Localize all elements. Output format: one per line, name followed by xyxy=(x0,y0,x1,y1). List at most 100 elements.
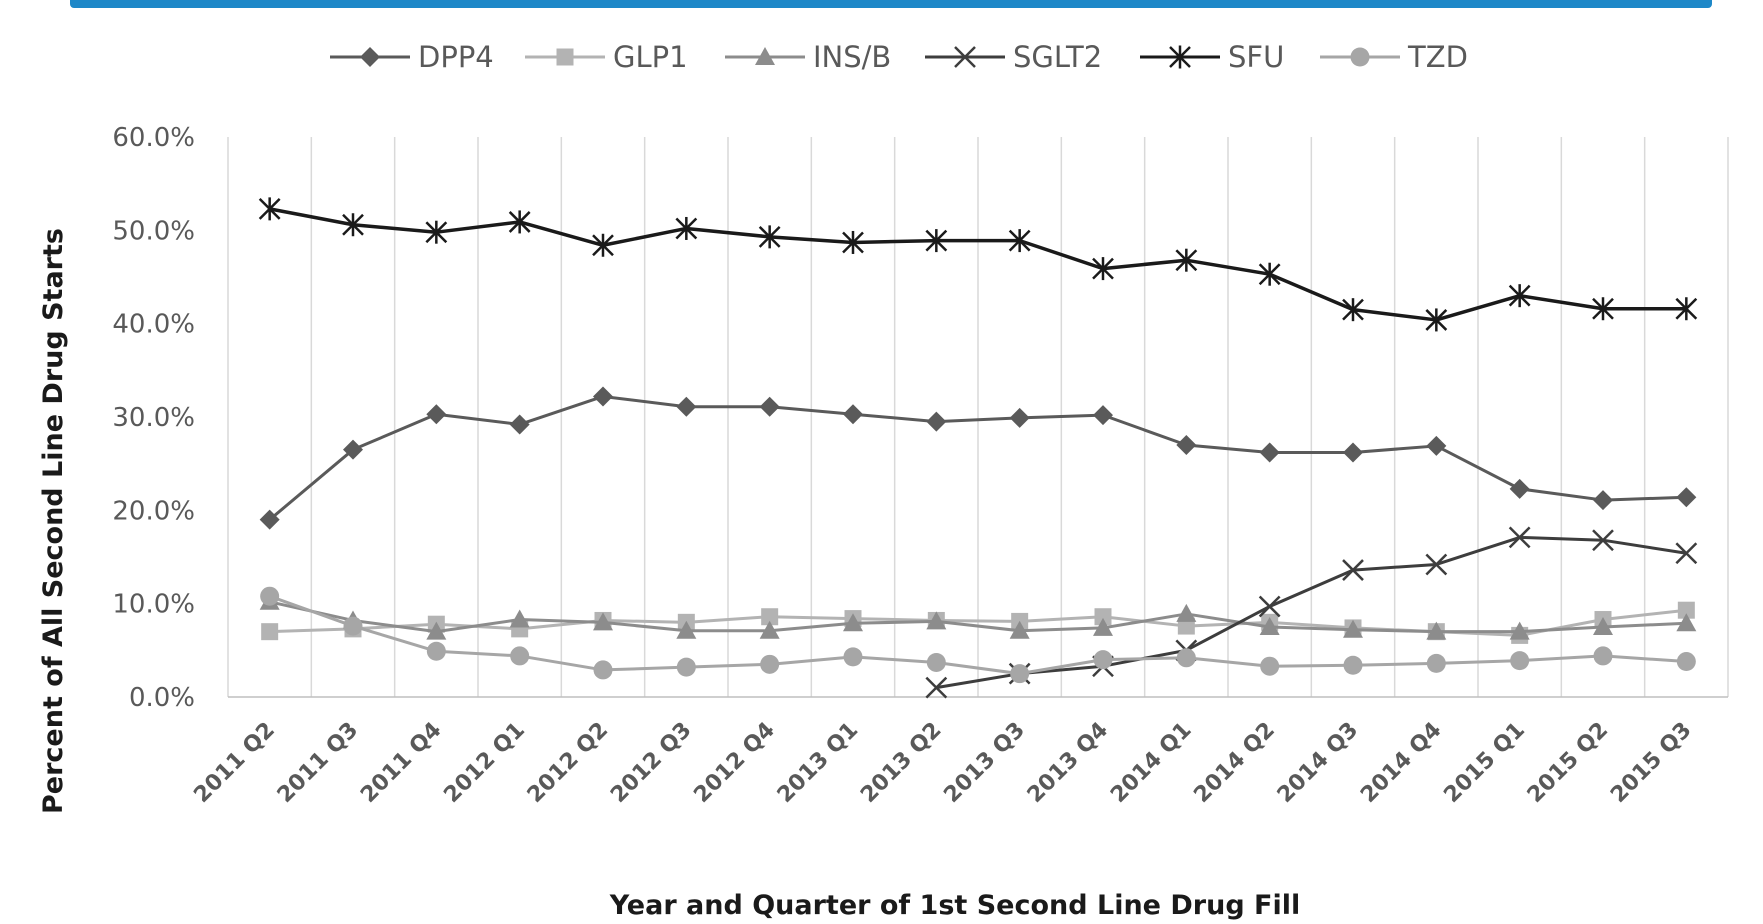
data-point xyxy=(426,621,447,640)
legend-marker xyxy=(954,46,976,68)
data-point xyxy=(1176,435,1197,455)
data-point xyxy=(593,386,613,407)
data-point xyxy=(926,411,947,432)
data-point xyxy=(1343,442,1363,463)
data-point xyxy=(1093,405,1113,426)
y-tick-label: 20.0% xyxy=(112,496,195,526)
data-point xyxy=(1675,297,1698,321)
data-point xyxy=(676,396,697,417)
data-point xyxy=(843,613,863,632)
data-point xyxy=(1509,478,1530,499)
top-accent-bar xyxy=(70,0,1712,8)
legend-label: SGLT2 xyxy=(1013,40,1102,74)
series-line xyxy=(936,535,1687,690)
x-tick-label: 2015 Q3 xyxy=(1606,718,1696,808)
x-tick-label: 2013 Q4 xyxy=(1023,718,1113,808)
data-point xyxy=(843,647,863,667)
data-point xyxy=(509,414,530,435)
data-point xyxy=(1342,559,1364,581)
data-point xyxy=(760,654,780,674)
legend-marker xyxy=(1169,45,1191,69)
data-point xyxy=(761,608,779,626)
data-point xyxy=(759,396,780,417)
y-tick-label: 50.0% xyxy=(112,216,195,246)
legend-item: TZD xyxy=(1320,40,1468,74)
data-point xyxy=(1258,262,1281,286)
x-axis-title: Year and Quarter of 1st Second Line Drug… xyxy=(609,890,1301,921)
data-point xyxy=(1176,603,1197,622)
x-tick-label: 2011 Q2 xyxy=(189,718,279,808)
data-point xyxy=(1259,442,1280,463)
data-point xyxy=(1342,298,1364,322)
legend-marker xyxy=(360,47,380,67)
x-tick-label: 2013 Q3 xyxy=(939,718,1029,808)
data-point xyxy=(1676,487,1697,508)
data-point xyxy=(260,586,280,606)
y-tick-label: 40.0% xyxy=(112,310,195,340)
x-tick-label: 2014 Q3 xyxy=(1273,718,1363,808)
legend-label: TZD xyxy=(1407,40,1468,74)
grid-layer xyxy=(227,137,1729,698)
data-point xyxy=(510,646,530,666)
data-point xyxy=(593,660,613,680)
legend-marker xyxy=(755,47,775,65)
x-tick-label: 2012 Q1 xyxy=(439,718,529,808)
legend-label: DPP4 xyxy=(418,40,494,74)
data-point xyxy=(1508,526,1531,549)
data-point xyxy=(592,233,614,257)
data-point xyxy=(1509,621,1530,640)
data-point xyxy=(1009,620,1030,639)
series-line xyxy=(268,394,1687,521)
series-dpp4 xyxy=(259,386,1697,530)
data-point xyxy=(426,404,447,425)
data-point xyxy=(425,220,448,244)
data-point xyxy=(1175,248,1198,272)
data-point xyxy=(426,641,446,661)
data-point xyxy=(1093,650,1113,670)
x-tick-label: 2015 Q1 xyxy=(1439,718,1529,808)
data-point xyxy=(1592,529,1614,552)
legend: DPP4 GLP1 INS/B SGLT2 SFU TZD xyxy=(330,40,1468,74)
series-line xyxy=(269,207,1687,322)
data-point xyxy=(1009,407,1030,428)
legend-item: INS/B xyxy=(725,40,891,74)
data-point xyxy=(1676,613,1697,632)
data-point xyxy=(509,609,530,628)
data-point xyxy=(259,509,280,530)
y-axis-title: Percent of All Second Line Drug Starts xyxy=(38,228,69,814)
y-tick-label: 30.0% xyxy=(112,403,195,433)
data-point xyxy=(1093,617,1113,636)
data-point xyxy=(1426,435,1447,456)
legend-item: SFU xyxy=(1140,40,1284,74)
data-point xyxy=(759,620,780,639)
data-point xyxy=(1425,308,1448,332)
data-point xyxy=(843,404,863,425)
y-axis-ticks: 0.0% 10.0% 20.0% 30.0% 40.0% 50.0% 60.0% xyxy=(112,123,195,713)
x-tick-label: 2015 Q2 xyxy=(1523,718,1613,808)
y-tick-label: 0.0% xyxy=(129,683,195,713)
data-point xyxy=(1260,656,1280,676)
data-point xyxy=(1092,257,1114,281)
data-point xyxy=(1425,553,1448,576)
y-tick-label: 10.0% xyxy=(112,590,195,620)
legend-label: INS/B xyxy=(813,40,891,74)
data-point xyxy=(676,620,697,639)
data-point xyxy=(1176,648,1196,668)
data-point xyxy=(593,612,613,631)
data-point xyxy=(1094,608,1112,626)
data-point xyxy=(676,657,696,677)
data-point xyxy=(1592,297,1614,321)
legend-marker xyxy=(1350,47,1370,67)
data-point xyxy=(258,197,281,221)
x-tick-label: 2012 Q3 xyxy=(606,718,696,808)
data-point xyxy=(925,676,948,699)
data-point xyxy=(343,616,363,636)
series-sfu xyxy=(258,197,1698,332)
data-point xyxy=(1593,490,1613,511)
x-tick-label: 2012 Q2 xyxy=(523,718,613,808)
x-tick-label: 2011 Q3 xyxy=(273,718,363,808)
data-point xyxy=(1510,651,1530,671)
series-layer xyxy=(258,197,1698,699)
legend-label: GLP1 xyxy=(613,40,688,74)
